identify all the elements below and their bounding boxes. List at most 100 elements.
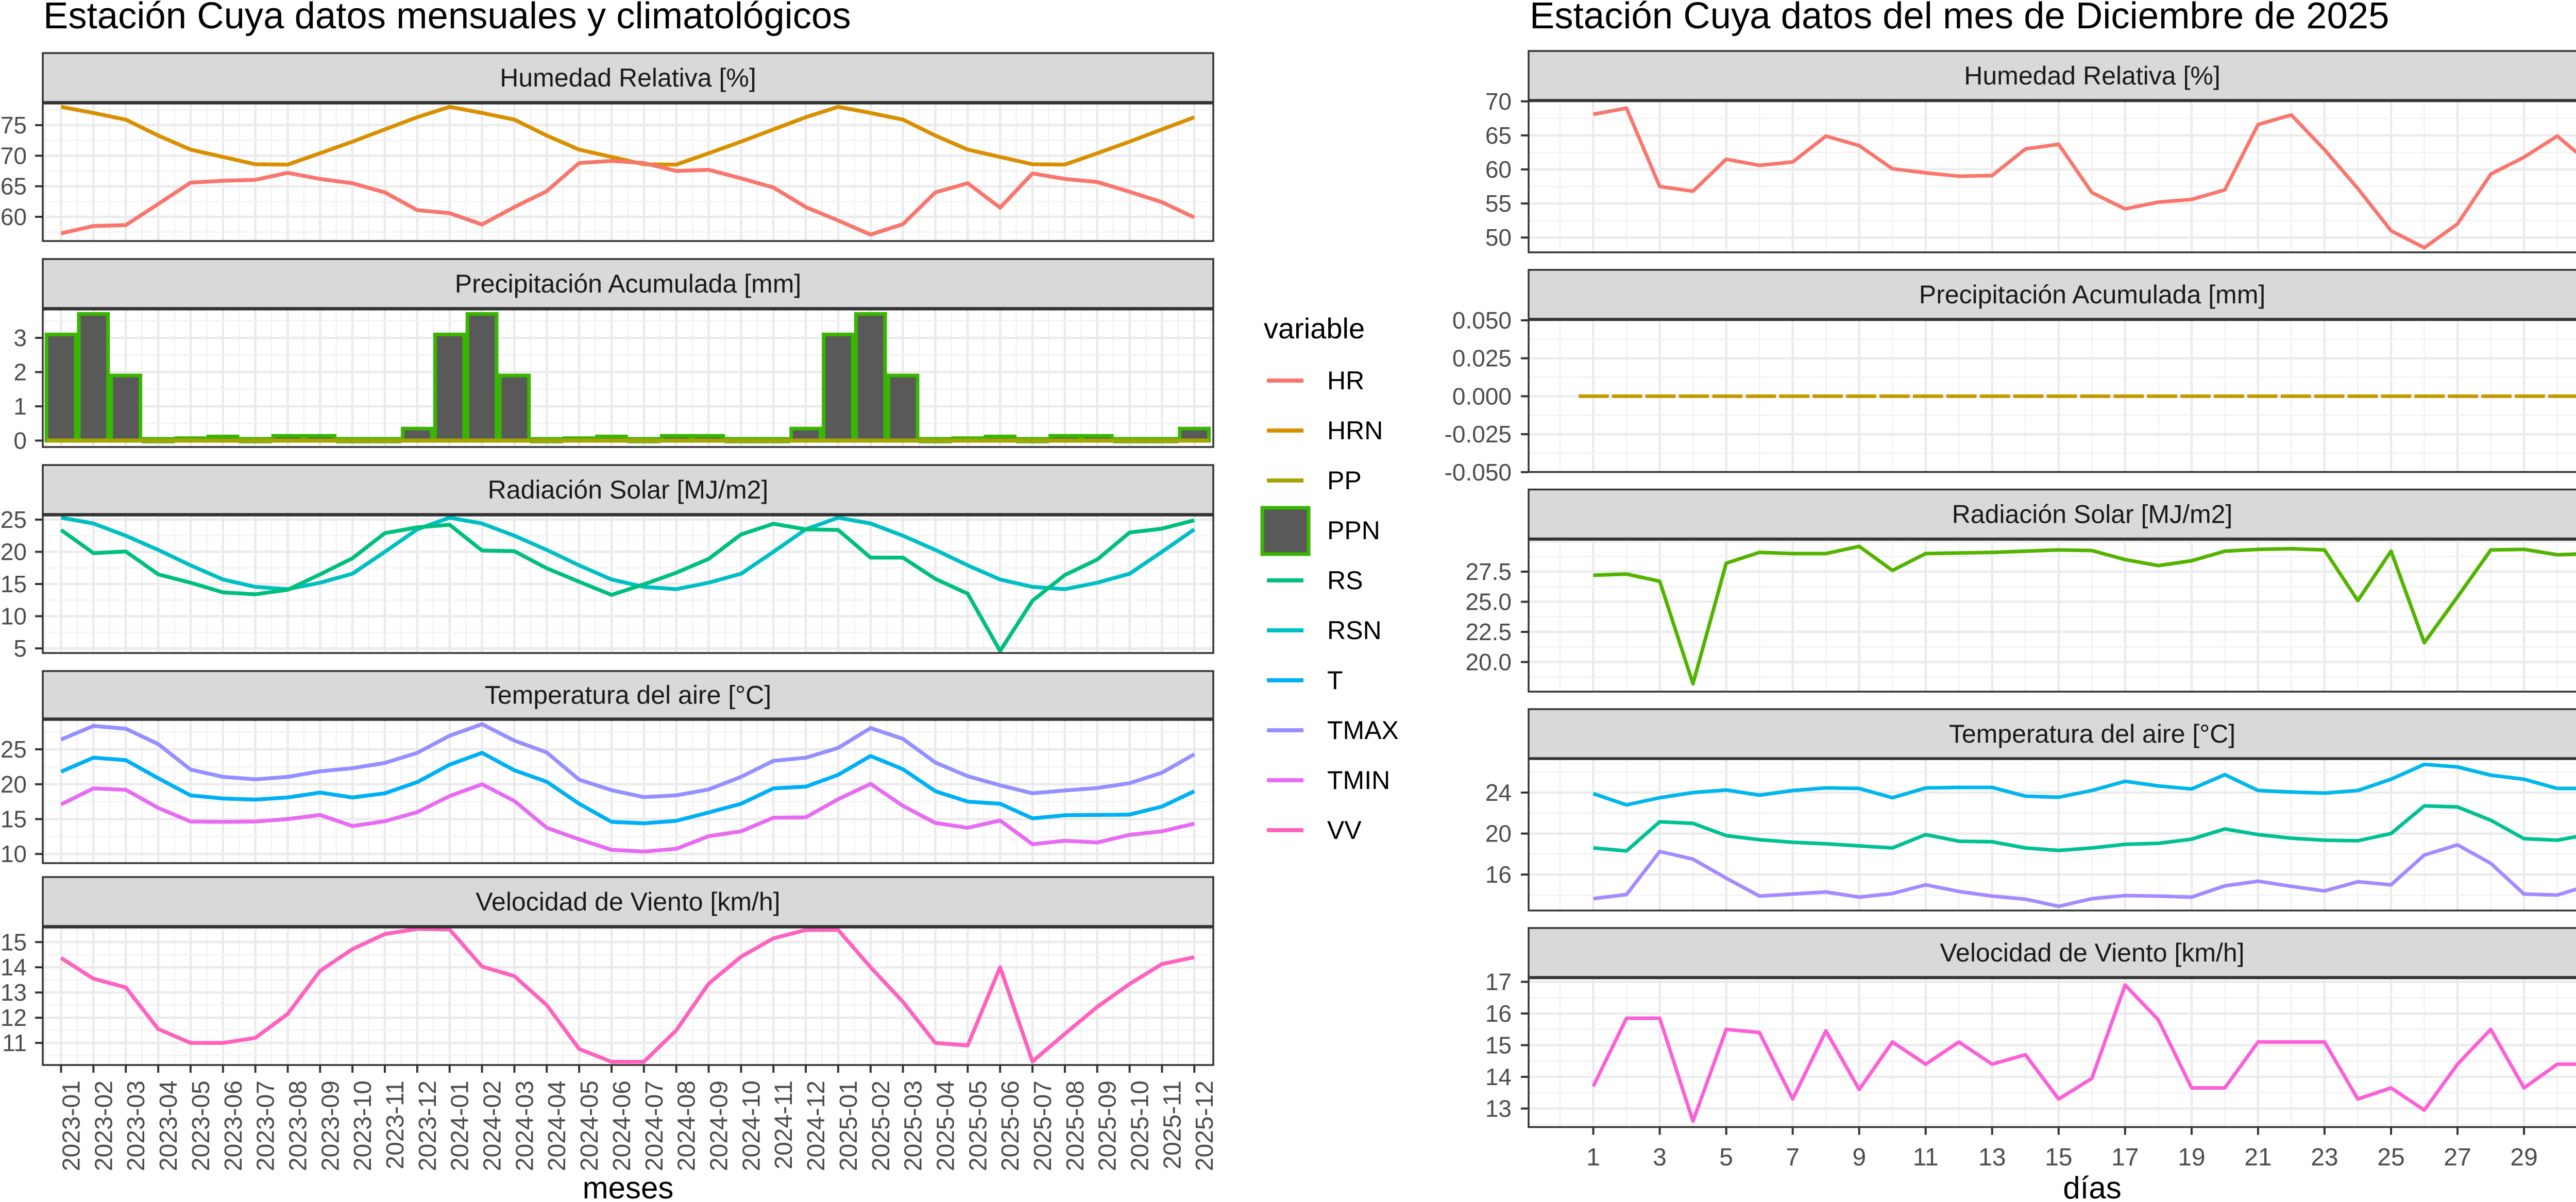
- svg-text:Humedad Relativa [%]: Humedad Relativa [%]: [1964, 61, 2220, 90]
- svg-text:-0.025: -0.025: [1445, 421, 1512, 448]
- svg-text:27.5: 27.5: [1465, 558, 1512, 585]
- svg-text:2025-11: 2025-11: [1159, 1080, 1186, 1170]
- svg-text:Temperatura del aire [°C]: Temperatura del aire [°C]: [485, 681, 771, 710]
- svg-text:16: 16: [1485, 1000, 1512, 1027]
- svg-text:2023-11: 2023-11: [382, 1080, 409, 1170]
- svg-text:VV: VV: [1327, 816, 1362, 845]
- svg-text:14: 14: [1, 954, 27, 981]
- svg-text:2024-08: 2024-08: [673, 1080, 701, 1171]
- svg-text:Estación Cuya datos del mes de: Estación Cuya datos del mes de Diciembre…: [1530, 0, 2389, 37]
- svg-text:Estación Cuya datos mensuales: Estación Cuya datos mensuales y climatol…: [43, 0, 851, 37]
- svg-text:65: 65: [1485, 122, 1512, 149]
- svg-text:13: 13: [1978, 1144, 2006, 1171]
- svg-text:-0.050: -0.050: [1445, 459, 1512, 486]
- svg-text:23: 23: [2311, 1144, 2338, 1171]
- svg-text:15: 15: [1, 571, 27, 597]
- svg-text:2023-05: 2023-05: [188, 1080, 215, 1171]
- svg-text:13: 13: [1485, 1095, 1512, 1122]
- svg-text:70: 70: [1, 142, 27, 169]
- svg-text:2025-09: 2025-09: [1094, 1080, 1122, 1171]
- svg-text:50: 50: [1485, 224, 1512, 251]
- svg-text:20.0: 20.0: [1465, 649, 1512, 676]
- svg-text:2023-04: 2023-04: [155, 1080, 182, 1171]
- svg-text:11: 11: [2, 1029, 27, 1056]
- svg-text:RS: RS: [1327, 566, 1363, 595]
- svg-text:15: 15: [1485, 1032, 1512, 1059]
- svg-text:2024-02: 2024-02: [479, 1080, 506, 1171]
- svg-text:2023-06: 2023-06: [220, 1080, 247, 1171]
- svg-text:5: 5: [1719, 1144, 1733, 1171]
- svg-text:25: 25: [2377, 1144, 2404, 1171]
- svg-text:0: 0: [13, 427, 27, 454]
- svg-text:5: 5: [13, 635, 27, 662]
- svg-text:2025-04: 2025-04: [933, 1080, 960, 1171]
- svg-text:Radiación Solar [MJ/m2]: Radiación Solar [MJ/m2]: [488, 475, 769, 504]
- svg-text:24: 24: [1485, 779, 1512, 806]
- svg-text:2023-12: 2023-12: [414, 1080, 442, 1171]
- svg-text:2023-08: 2023-08: [285, 1080, 312, 1171]
- svg-text:RSN: RSN: [1327, 616, 1382, 645]
- svg-text:TMAX: TMAX: [1327, 716, 1399, 745]
- svg-text:17: 17: [1485, 969, 1512, 995]
- svg-text:PP: PP: [1327, 466, 1362, 495]
- svg-text:55: 55: [1485, 190, 1512, 217]
- svg-text:Precipitación Acumulada [mm]: Precipitación Acumulada [mm]: [1919, 280, 2266, 309]
- svg-text:25: 25: [1, 736, 27, 763]
- svg-text:22.5: 22.5: [1465, 619, 1512, 645]
- svg-text:15: 15: [1, 929, 27, 955]
- svg-text:2025-03: 2025-03: [900, 1080, 927, 1171]
- svg-text:11: 11: [1913, 1144, 1939, 1171]
- svg-text:Velocidad de Viento [km/h]: Velocidad de Viento [km/h]: [1940, 938, 2244, 967]
- svg-text:2: 2: [13, 359, 27, 386]
- svg-text:15: 15: [2045, 1144, 2072, 1171]
- svg-text:2025-01: 2025-01: [835, 1080, 862, 1171]
- svg-text:2023-07: 2023-07: [252, 1080, 280, 1171]
- svg-text:2025-05: 2025-05: [964, 1080, 992, 1171]
- svg-text:2025-08: 2025-08: [1062, 1080, 1089, 1171]
- svg-text:0.000: 0.000: [1452, 383, 1512, 409]
- svg-text:10: 10: [1, 603, 27, 630]
- svg-text:65: 65: [1, 173, 27, 200]
- svg-text:60: 60: [1485, 156, 1512, 183]
- svg-text:2023-09: 2023-09: [317, 1080, 344, 1171]
- svg-text:20: 20: [1, 539, 27, 565]
- svg-text:25: 25: [1, 506, 27, 533]
- svg-text:21: 21: [2244, 1144, 2272, 1171]
- svg-text:2024-11: 2024-11: [770, 1080, 798, 1170]
- svg-text:2024-06: 2024-06: [608, 1080, 636, 1171]
- svg-text:1: 1: [1586, 1144, 1600, 1171]
- svg-text:0.050: 0.050: [1452, 307, 1512, 334]
- svg-text:meses: meses: [583, 1171, 674, 1199]
- svg-text:2023-03: 2023-03: [123, 1080, 150, 1171]
- svg-text:20: 20: [1485, 820, 1512, 847]
- svg-text:2024-04: 2024-04: [544, 1080, 571, 1171]
- svg-text:3: 3: [1653, 1144, 1667, 1171]
- svg-text:Radiación Solar [MJ/m2]: Radiación Solar [MJ/m2]: [1952, 500, 2233, 529]
- svg-text:10: 10: [1, 840, 27, 867]
- svg-text:2025-07: 2025-07: [1029, 1080, 1057, 1171]
- svg-text:2024-10: 2024-10: [738, 1080, 765, 1171]
- svg-text:PPN: PPN: [1327, 516, 1380, 545]
- svg-text:2025-06: 2025-06: [997, 1080, 1024, 1171]
- svg-text:TMIN: TMIN: [1327, 766, 1390, 795]
- svg-text:19: 19: [2178, 1144, 2205, 1171]
- svg-text:HRN: HRN: [1327, 416, 1383, 445]
- svg-text:0.025: 0.025: [1452, 345, 1512, 372]
- svg-text:27: 27: [2444, 1144, 2471, 1171]
- svg-text:70: 70: [1485, 88, 1512, 115]
- svg-text:Precipitación Acumulada [mm]: Precipitación Acumulada [mm]: [455, 269, 802, 298]
- svg-text:Velocidad de Viento [km/h]: Velocidad de Viento [km/h]: [476, 887, 780, 916]
- svg-text:16: 16: [1485, 861, 1512, 888]
- svg-text:T: T: [1327, 666, 1343, 695]
- svg-text:2025-10: 2025-10: [1127, 1080, 1154, 1171]
- svg-text:2025-02: 2025-02: [868, 1080, 895, 1171]
- svg-text:2024-09: 2024-09: [706, 1080, 733, 1171]
- svg-text:12: 12: [1, 1004, 27, 1031]
- svg-text:7: 7: [1786, 1144, 1800, 1171]
- svg-text:2024-12: 2024-12: [803, 1080, 830, 1171]
- svg-text:25.0: 25.0: [1465, 589, 1512, 615]
- svg-text:2023-10: 2023-10: [349, 1080, 377, 1171]
- svg-text:1: 1: [13, 393, 27, 420]
- svg-text:60: 60: [1, 203, 27, 230]
- svg-text:75: 75: [1, 112, 27, 139]
